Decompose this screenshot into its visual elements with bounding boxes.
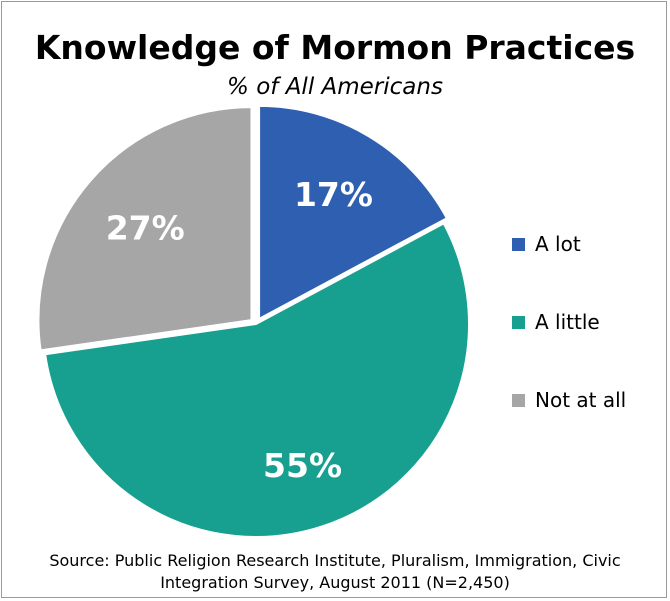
source-note: Source: Public Religion Research Institu… (2, 550, 668, 594)
legend-item-a-little: A little (512, 309, 626, 335)
pie-slice-not-at-all (37, 106, 253, 352)
legend-swatch-a-lot (512, 237, 525, 251)
slice-label-a-lot: 17% (294, 175, 373, 214)
legend: A lot A little Not at all (512, 231, 626, 465)
source-line-1: Source: Public Religion Research Institu… (49, 551, 621, 570)
legend-label-not-at-all: Not at all (535, 388, 627, 412)
chart-title: Knowledge of Mormon Practices (34, 28, 636, 67)
legend-item-a-lot: A lot (512, 231, 626, 257)
legend-swatch-not-at-all (512, 393, 525, 407)
slice-label-not-at-all: 27% (106, 209, 185, 248)
source-line-2: Integration Survey, August 2011 (N=2,450… (160, 573, 510, 592)
slice-label-a-little: 55% (263, 446, 342, 485)
chart-subtitle: % of All Americans (227, 74, 443, 100)
legend-label-a-little: A little (535, 310, 600, 334)
legend-label-a-lot: A lot (535, 232, 581, 256)
pie-slice-a-lot (258, 104, 449, 321)
legend-swatch-a-little (512, 315, 525, 329)
pie-slice-a-little (44, 222, 470, 538)
legend-item-not-at-all: Not at all (512, 387, 626, 413)
